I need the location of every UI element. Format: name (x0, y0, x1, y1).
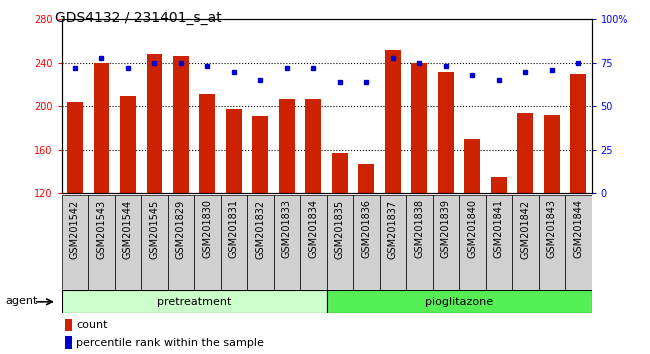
Bar (62, 195, 88, 290)
Bar (358, 164, 374, 193)
Text: percentile rank within the sample: percentile rank within the sample (76, 338, 264, 348)
Bar (94, 63, 109, 193)
Bar (491, 177, 507, 193)
Bar (565, 195, 592, 290)
Bar (274, 195, 300, 290)
Text: GSM201544: GSM201544 (123, 199, 133, 259)
Text: GSM201838: GSM201838 (414, 199, 424, 258)
Text: GSM201842: GSM201842 (520, 199, 530, 259)
Text: GSM201843: GSM201843 (547, 199, 557, 258)
Bar (538, 195, 565, 290)
Text: GSM201831: GSM201831 (229, 199, 239, 258)
Text: GSM201830: GSM201830 (202, 199, 213, 258)
Bar (486, 195, 512, 290)
Bar (512, 195, 538, 290)
Text: GSM201834: GSM201834 (308, 199, 318, 258)
Bar (517, 113, 533, 193)
Bar (300, 195, 327, 290)
Bar (326, 195, 353, 290)
Bar (146, 54, 162, 193)
Text: GSM201837: GSM201837 (388, 199, 398, 259)
Bar (544, 115, 560, 193)
Text: GSM201840: GSM201840 (467, 199, 477, 258)
Bar (221, 195, 247, 290)
Bar (433, 195, 459, 290)
Text: GSM201835: GSM201835 (335, 199, 345, 259)
Bar (200, 94, 215, 193)
Bar (168, 195, 194, 290)
Bar (380, 195, 406, 290)
Text: GSM201832: GSM201832 (255, 199, 265, 259)
Bar (247, 195, 274, 290)
Bar (306, 99, 321, 193)
Bar (194, 195, 221, 290)
Text: GSM201545: GSM201545 (150, 199, 159, 259)
Bar (464, 139, 480, 193)
Text: GSM201841: GSM201841 (494, 199, 504, 258)
Bar (88, 195, 115, 290)
Bar (332, 153, 348, 193)
Text: GDS4132 / 231401_s_at: GDS4132 / 231401_s_at (55, 11, 222, 25)
Text: GSM201833: GSM201833 (282, 199, 292, 258)
Text: count: count (76, 320, 107, 330)
Text: GSM201844: GSM201844 (573, 199, 583, 258)
Bar (406, 195, 433, 290)
Bar (459, 195, 486, 290)
Bar (141, 195, 168, 290)
Bar (65, 336, 72, 349)
Bar (62, 290, 326, 313)
Bar (173, 56, 189, 193)
Bar (438, 72, 454, 193)
Text: GSM201543: GSM201543 (96, 199, 107, 259)
Bar (120, 96, 136, 193)
Text: pretreatment: pretreatment (157, 297, 231, 307)
Bar (252, 116, 268, 193)
Text: GSM201836: GSM201836 (361, 199, 371, 258)
Bar (279, 99, 295, 193)
Bar (226, 109, 242, 193)
Bar (65, 319, 72, 331)
Text: pioglitazone: pioglitazone (425, 297, 493, 307)
Bar (385, 50, 401, 193)
Bar (411, 63, 427, 193)
Bar (570, 74, 586, 193)
Bar (115, 195, 141, 290)
Text: GSM201542: GSM201542 (70, 199, 80, 259)
Bar (326, 290, 592, 313)
Text: GSM201829: GSM201829 (176, 199, 186, 259)
Bar (353, 195, 380, 290)
Bar (67, 102, 83, 193)
Text: GSM201839: GSM201839 (441, 199, 451, 258)
Text: agent: agent (5, 296, 37, 306)
